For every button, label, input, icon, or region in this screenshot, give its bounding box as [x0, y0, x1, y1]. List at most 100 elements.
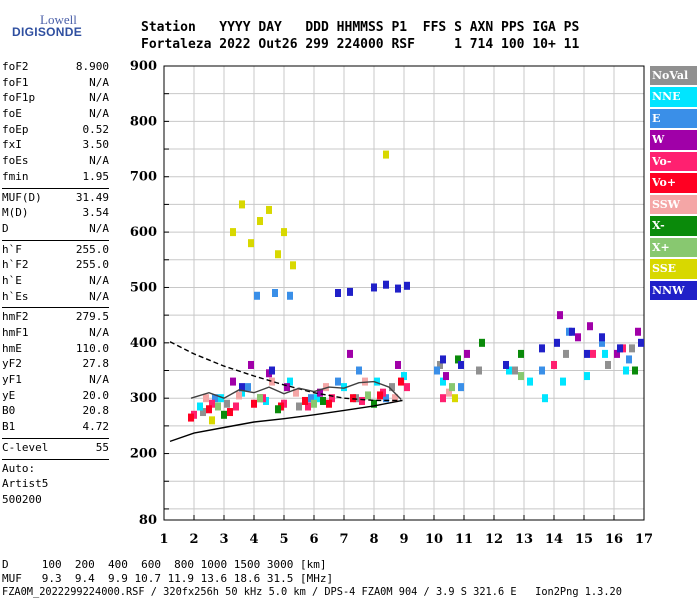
param-value: 279.5	[75, 310, 109, 324]
data-point	[206, 405, 212, 414]
data-point	[320, 396, 326, 405]
data-point	[599, 333, 605, 342]
x-tick-label: 2	[189, 532, 198, 547]
data-point	[452, 394, 458, 403]
data-point	[437, 360, 443, 369]
data-point	[269, 377, 275, 386]
param-row: D N/A	[2, 222, 109, 238]
data-point	[329, 394, 335, 403]
data-point	[506, 366, 512, 375]
data-point	[587, 322, 593, 331]
data-point	[335, 289, 341, 297]
data-point	[266, 205, 272, 214]
data-point	[203, 394, 209, 403]
x-tick-label: 17	[635, 532, 653, 547]
data-point	[446, 388, 452, 397]
param-name: M(D)	[2, 206, 29, 220]
data-point	[251, 399, 257, 408]
param-value: 55	[95, 440, 109, 454]
data-point	[254, 291, 260, 300]
data-point	[398, 377, 404, 386]
param-row: hmE 110.0	[2, 342, 109, 358]
param-row: B1 4.72	[2, 420, 109, 436]
data-point	[275, 405, 281, 414]
param-name: foEp	[2, 122, 29, 136]
header-row-1: Station YYYY DAY DDD HHMMSS P1 FFS S AXN…	[141, 20, 580, 35]
artist-code: 500200	[2, 492, 42, 506]
x-tick-label: 4	[249, 532, 258, 547]
legend-item: W	[650, 130, 697, 150]
x-tick-label: 12	[485, 532, 503, 547]
data-point	[629, 344, 635, 353]
param-row: fmin 1.95	[2, 170, 109, 186]
param-row: h`E N/A	[2, 274, 109, 290]
data-point	[404, 281, 410, 290]
param-value: N/A	[89, 373, 109, 387]
data-point	[383, 150, 389, 159]
param-row: foE N/A	[2, 107, 109, 123]
data-point	[614, 349, 620, 358]
data-point	[392, 394, 398, 403]
param-name: hmF2	[2, 310, 29, 324]
param-name: D	[2, 221, 9, 235]
data-point	[209, 416, 215, 425]
data-point	[257, 394, 263, 403]
data-point	[527, 377, 533, 386]
param-row: h`F 255.0	[2, 243, 109, 259]
param-row: C-level 55	[2, 441, 109, 457]
param-name: yF1	[2, 373, 22, 387]
param-value: 3.54	[82, 206, 110, 220]
data-point	[377, 391, 383, 400]
auto-label: Auto:	[2, 461, 36, 475]
param-row: M(D) 3.54	[2, 206, 109, 222]
data-point	[302, 396, 308, 405]
data-point	[245, 383, 251, 392]
param-row: foF1p N/A	[2, 91, 109, 107]
data-point	[626, 355, 632, 364]
legend: NoVal NNE E W Vo- Vo+ SSW X- X+ SSE NNW	[650, 66, 697, 302]
data-point	[221, 410, 227, 419]
data-point	[434, 366, 440, 375]
param-value: N/A	[89, 221, 109, 235]
distance-row: D 100 200 400 600 800 1000 1500 3000 [km…	[2, 558, 327, 571]
data-point	[212, 394, 218, 403]
data-point	[197, 402, 203, 411]
x-tick-label: 3	[219, 532, 228, 547]
x-tick-label: 15	[575, 532, 593, 547]
divider	[2, 187, 109, 189]
y-tick-label: 500	[130, 280, 157, 295]
header-row-2: Fortaleza 2022 Out26 299 224000 RSF 1 71…	[141, 37, 580, 52]
data-point	[512, 366, 518, 375]
legend-item: SSE	[650, 259, 697, 279]
data-point	[293, 388, 299, 397]
x-tick-label: 6	[309, 532, 318, 547]
param-value: 27.8	[82, 357, 110, 371]
param-name: foF1	[2, 75, 29, 89]
data-point	[518, 349, 524, 358]
param-value: N/A	[89, 289, 109, 303]
data-point	[236, 391, 242, 400]
data-point	[287, 377, 293, 386]
data-point	[284, 383, 290, 392]
y-tick-label: 300	[130, 391, 157, 406]
data-point	[365, 391, 371, 400]
data-point	[356, 366, 362, 375]
param-row: h`F2 255.0	[2, 258, 109, 274]
param-row: foEs N/A	[2, 154, 109, 170]
param-value: 255.0	[75, 242, 109, 256]
data-point	[215, 402, 221, 411]
param-value: 4.72	[82, 420, 110, 434]
data-point	[248, 360, 254, 369]
param-name: fxI	[2, 138, 22, 152]
data-point	[551, 360, 557, 369]
data-point	[317, 388, 323, 397]
divider	[2, 239, 109, 241]
data-point	[617, 344, 623, 353]
data-point	[404, 383, 410, 392]
param-name: B0	[2, 404, 16, 418]
legend-item: NNE	[650, 87, 697, 107]
x-tick-label: 8	[369, 532, 378, 547]
data-point	[539, 366, 545, 375]
data-point	[479, 338, 485, 347]
data-point	[239, 383, 245, 392]
